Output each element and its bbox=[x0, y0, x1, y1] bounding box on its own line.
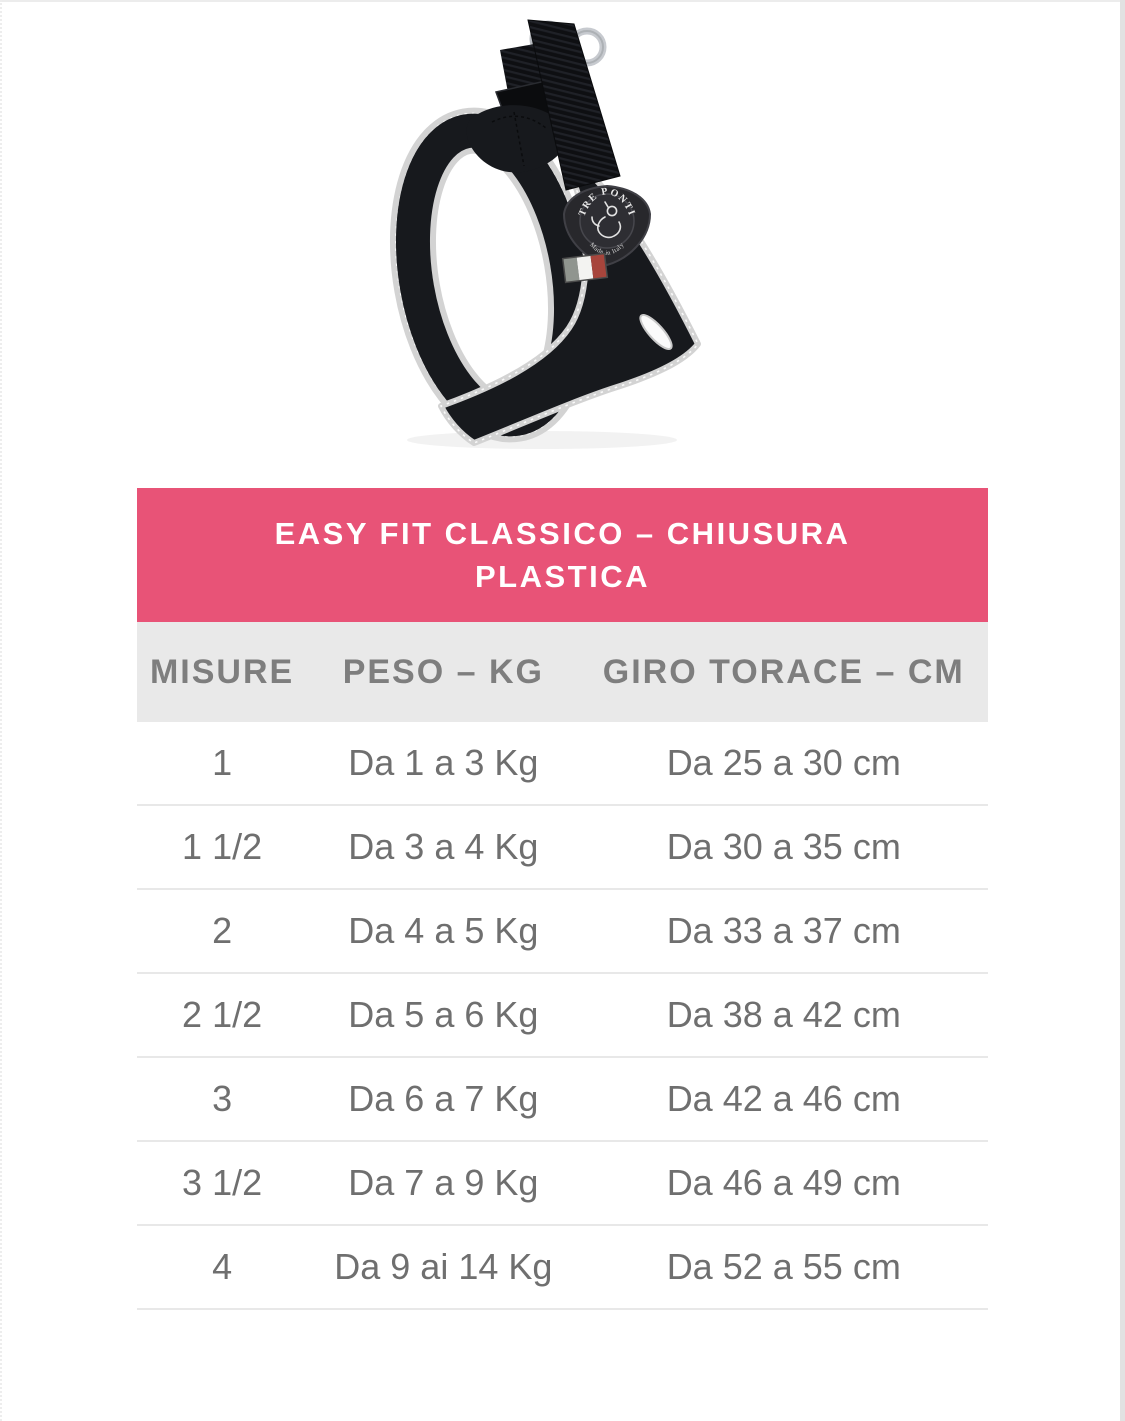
product-image-harness: TRE PONTI Made in Italy bbox=[342, 10, 782, 450]
weight-cell: Da 5 a 6 Kg bbox=[307, 973, 580, 1058]
harness-illustration: TRE PONTI Made in Italy bbox=[389, 19, 701, 449]
size-cell: 4 bbox=[137, 1225, 308, 1310]
header-row: MISURE PESO – KG GIRO TORACE – CM bbox=[137, 622, 988, 722]
leg-slot bbox=[639, 313, 673, 351]
sizing-section: EASY FIT CLASSICO – CHIUSURA PLASTICA MI… bbox=[137, 488, 988, 1310]
weight-cell: Da 4 a 5 Kg bbox=[307, 889, 580, 974]
chest-cell: Da 33 a 37 cm bbox=[579, 889, 988, 974]
size-cell: 3 1/2 bbox=[137, 1141, 308, 1226]
weight-cell: Da 9 ai 14 Kg bbox=[307, 1225, 580, 1310]
size-table: MISURE PESO – KG GIRO TORACE – CM 1 Da 1 … bbox=[137, 622, 988, 1310]
chest-cell: Da 52 a 55 cm bbox=[579, 1225, 988, 1310]
column-header-giro-torace: GIRO TORACE – CM bbox=[579, 622, 988, 722]
size-table-body: 1 Da 1 a 3 Kg Da 25 a 30 cm 1 1/2 Da 3 a 4 K… bbox=[137, 722, 988, 1310]
weight-cell: Da 6 a 7 Kg bbox=[307, 1057, 580, 1142]
table-row: 3 Da 6 a 7 Kg Da 42 a 46 cm bbox=[137, 1057, 988, 1142]
weight-cell: Da 1 a 3 Kg bbox=[307, 722, 580, 806]
chest-cell: Da 25 a 30 cm bbox=[579, 722, 988, 806]
weight-cell: Da 3 a 4 Kg bbox=[307, 805, 580, 890]
table-row: 3 1/2 Da 7 a 9 Kg Da 46 a 49 cm bbox=[137, 1141, 988, 1226]
weight-cell: Da 7 a 9 Kg bbox=[307, 1141, 580, 1226]
webbing-strap bbox=[527, 19, 621, 191]
column-header-peso: PESO – KG bbox=[307, 622, 580, 722]
chest-cell: Da 30 a 35 cm bbox=[579, 805, 988, 890]
italian-flag-icon bbox=[561, 252, 609, 284]
size-table-head: MISURE PESO – KG GIRO TORACE – CM bbox=[137, 622, 988, 722]
page-top-border bbox=[0, 0, 1125, 2]
brand-badge: TRE PONTI Made in Italy bbox=[562, 184, 652, 267]
scrollbar-track[interactable] bbox=[1120, 0, 1125, 1421]
table-row: 1 Da 1 a 3 Kg Da 25 a 30 cm bbox=[137, 722, 988, 806]
table-row: 4 Da 9 ai 14 Kg Da 52 a 55 cm bbox=[137, 1225, 988, 1310]
table-title: EASY FIT CLASSICO – CHIUSURA PLASTICA bbox=[137, 488, 988, 622]
size-cell: 3 bbox=[137, 1057, 308, 1142]
chest-cell: Da 46 a 49 cm bbox=[579, 1141, 988, 1226]
size-cell: 1 1/2 bbox=[137, 805, 308, 890]
size-cell: 2 bbox=[137, 889, 308, 974]
page-left-border bbox=[0, 0, 2, 1421]
size-cell: 1 bbox=[137, 722, 308, 806]
size-cell: 2 1/2 bbox=[137, 973, 308, 1058]
dog-logo-icon bbox=[591, 201, 622, 239]
table-row: 1 1/2 Da 3 a 4 Kg Da 30 a 35 cm bbox=[137, 805, 988, 890]
table-row: 2 Da 4 a 5 Kg Da 33 a 37 cm bbox=[137, 889, 988, 974]
table-row: 2 1/2 Da 5 a 6 Kg Da 38 a 42 cm bbox=[137, 973, 988, 1058]
chest-cell: Da 42 a 46 cm bbox=[579, 1057, 988, 1142]
column-header-misure: MISURE bbox=[137, 622, 308, 722]
chest-cell: Da 38 a 42 cm bbox=[579, 973, 988, 1058]
